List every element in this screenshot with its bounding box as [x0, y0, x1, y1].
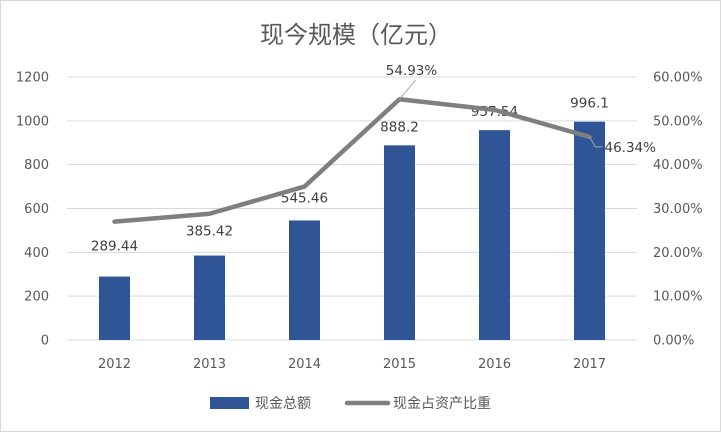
right-tick-label: 20.00% — [653, 246, 703, 261]
leader-line — [589, 136, 603, 148]
right-tick-label: 30.00% — [653, 202, 703, 217]
legend-label: 现金总额 — [255, 396, 311, 412]
left-tick-label: 1000 — [16, 114, 49, 129]
left-tick-label: 600 — [24, 202, 49, 217]
gridlines — [67, 76, 637, 341]
bar — [384, 145, 415, 340]
right-axis: 0.00% 10.00% 20.00% 30.00% 40.00% 50.00% 60.00… — [653, 71, 703, 349]
bar-data-label: 888.2 — [380, 119, 419, 135]
left-axis: 0 200 400 600 800 1000 1200 — [16, 71, 49, 349]
x-axis: 2012 2013 2014 2015 2016 2017 — [98, 357, 606, 372]
bar — [574, 121, 605, 340]
line-series: 54.93% 46.34% — [112, 63, 657, 224]
x-tick-label: 2013 — [193, 357, 226, 372]
x-tick-label: 2015 — [383, 357, 416, 372]
line-series-path — [112, 96, 592, 224]
bar-data-label: 289.44 — [91, 239, 138, 255]
bar — [289, 220, 320, 340]
bar — [479, 130, 510, 340]
x-tick-label: 2016 — [478, 357, 511, 372]
leader-line — [399, 79, 416, 100]
bar-data-label: 385.42 — [186, 224, 233, 240]
left-tick-label: 1200 — [16, 71, 49, 86]
bar-data-label: 996.1 — [570, 96, 609, 112]
left-tick-label: 800 — [24, 158, 49, 173]
right-tick-label: 50.00% — [653, 114, 703, 129]
legend-swatch-bar — [210, 397, 249, 409]
bar-data-label: 545.46 — [281, 190, 328, 206]
x-tick-label: 2014 — [288, 357, 321, 372]
left-tick-label: 0 — [41, 334, 49, 349]
chart-title: 现今规模（亿元） — [260, 21, 452, 49]
x-tick-label: 2017 — [573, 357, 606, 372]
right-tick-label: 60.00% — [653, 71, 703, 86]
x-tick-label: 2012 — [98, 357, 131, 372]
bar — [99, 276, 130, 340]
line-data-label: 46.34% — [605, 140, 657, 156]
line-data-label: 54.93% — [386, 63, 438, 79]
right-tick-label: 0.00% — [653, 334, 694, 349]
legend-label: 现金占资产比重 — [393, 396, 491, 412]
right-tick-label: 10.00% — [653, 290, 703, 305]
legend: 现金总额 现金占资产比重 — [210, 396, 491, 412]
right-tick-label: 40.00% — [653, 158, 703, 173]
left-tick-label: 200 — [24, 290, 49, 305]
left-tick-label: 400 — [24, 246, 49, 261]
bar — [194, 255, 225, 340]
